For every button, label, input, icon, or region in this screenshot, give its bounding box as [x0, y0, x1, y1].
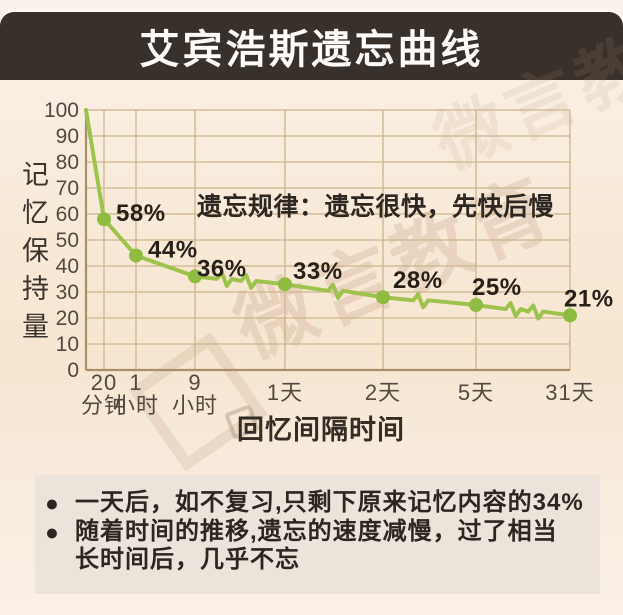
data-point-label: 25%: [472, 274, 522, 301]
note-text-line: 一天后，如不复习,只剩下原来记忆内容的34%: [75, 489, 584, 516]
data-point-label: 58%: [116, 200, 166, 227]
note-text: 一天后，如不复习,只剩下原来记忆内容的34%: [75, 489, 584, 517]
data-point-label: 28%: [393, 267, 443, 294]
y-tick-label: 60: [56, 203, 79, 226]
data-point: [278, 277, 292, 292]
y-tick-label: 70: [56, 177, 79, 200]
y-tick-label: 30: [56, 281, 79, 304]
notes-panel: ● 一天后，如不复习,只剩下原来记忆内容的34% ● 随着时间的推移,遗忘的速度减慢，…: [35, 475, 600, 594]
x-tick-label: 小时: [172, 393, 218, 418]
x-tick-label: 9: [188, 370, 201, 395]
x-tick-label: 20: [91, 370, 117, 395]
title-banner: 艾宾浩斯遗忘曲线: [0, 12, 623, 80]
forgetting-curve-line: [84, 108, 572, 321]
note-text-line: 随着时间的推移,遗忘的速度减慢，过了相当: [75, 518, 558, 545]
data-point: [97, 212, 111, 227]
x-tick-label: 2天: [365, 380, 401, 405]
data-point-label: 21%: [564, 285, 614, 312]
x-tick-label: 1天: [267, 380, 303, 405]
note-text-line: 长时间后，几乎不忘: [75, 546, 300, 573]
chart-annotation: 遗忘规律：遗忘很快，先快后慢: [197, 193, 555, 221]
data-point-label: 36%: [197, 255, 247, 282]
x-tick-label: 分钟: [81, 393, 127, 418]
data-point: [129, 248, 143, 263]
x-tick-label: 5天: [458, 380, 494, 405]
note-item: ● 随着时间的推移,遗忘的速度减慢，过了相当 长时间后，几乎不忘: [45, 518, 586, 574]
bullet-icon: ●: [45, 490, 59, 516]
x-tick-label: 31天: [545, 380, 594, 405]
data-points: [97, 212, 577, 323]
data-point-label: 44%: [148, 237, 198, 264]
data-point: [188, 269, 202, 284]
x-tick-label: 小时: [113, 393, 159, 418]
data-point: [469, 298, 483, 312]
data-point-labels: 58% 44%36% 33% 28% 25% 21%: [116, 200, 614, 312]
data-point: [376, 290, 390, 305]
y-tick-label: 80: [56, 151, 79, 174]
y-tick-label: 40: [56, 255, 79, 278]
page-title: 艾宾浩斯遗忘曲线: [139, 28, 484, 72]
data-point: [563, 308, 577, 323]
y-tick-label: 90: [56, 125, 79, 148]
y-tick-label: 0: [67, 359, 79, 382]
y-tick-label: 100: [44, 99, 79, 122]
y-tick-label: 10: [56, 333, 79, 356]
x-axis-title: 回忆间隔时间: [237, 415, 405, 445]
y-tick-label: 20: [56, 307, 79, 330]
data-point-label: 33%: [293, 258, 343, 285]
y-axis-title: 记忆保持量: [18, 160, 48, 350]
y-tick-label: 50: [56, 229, 79, 252]
note-text: 随着时间的推移,遗忘的速度减慢，过了相当 长时间后，几乎不忘: [75, 518, 558, 574]
x-tick-label: 1: [129, 370, 142, 395]
bullet-icon: ●: [45, 519, 59, 545]
axes: [84, 108, 570, 372]
note-item: ● 一天后，如不复习,只剩下原来记忆内容的34%: [45, 489, 586, 517]
